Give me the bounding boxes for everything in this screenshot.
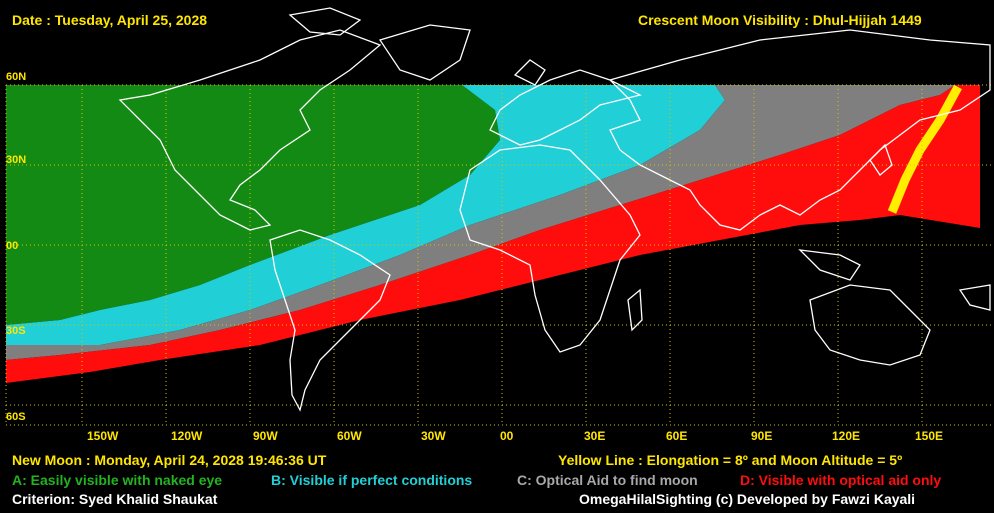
lat-label-30n: 30N	[6, 154, 27, 166]
lon-label-120e: 120E	[832, 429, 861, 443]
lon-label-90w: 90W	[253, 429, 278, 443]
criterion-label: Criterion: Syed Khalid Shaukat	[12, 491, 218, 507]
lon-label-150w: 150W	[87, 429, 119, 443]
lon-label-60w: 60W	[337, 429, 362, 443]
lon-label-150e: 150E	[915, 429, 944, 443]
coastlines	[118, 7, 991, 412]
credit-label: OmegaHilalSighting (c) Developed by Fawz…	[579, 491, 916, 507]
date-label: Date : Tuesday, April 25, 2028	[12, 12, 208, 28]
lon-label-30w: 30W	[421, 429, 446, 443]
zone-d-red	[6, 85, 980, 383]
map-title: Crescent Moon Visibility : Dhul-Hijjah 1…	[638, 12, 922, 28]
zone-a-green	[6, 85, 500, 325]
lon-label-120w: 120W	[171, 429, 203, 443]
zone-b-cyan	[6, 85, 725, 345]
yellow-line	[887, 84, 962, 214]
legend-c: C: Optical Aid to find moon	[517, 472, 698, 488]
lat-label-60s: 60S	[6, 411, 26, 423]
lon-label-30e: 30E	[584, 429, 606, 443]
lat-label-00: 00	[6, 240, 19, 252]
new-moon-label: New Moon : Monday, April 24, 2028 19:46:…	[12, 452, 327, 468]
legend-a: A: Easily visible with naked eye	[12, 472, 223, 488]
lon-label-90e: 90E	[751, 429, 773, 443]
zone-c-gray	[6, 85, 955, 360]
grid-lines	[5, 84, 994, 426]
lat-label-30s: 30S	[6, 325, 26, 337]
yellow-line-label: Yellow Line : Elongation = 8º and Moon A…	[558, 452, 903, 468]
legend-b: B: Visible if perfect conditions	[271, 472, 473, 488]
lon-label-60e: 60E	[666, 429, 688, 443]
lon-label-00: 00	[500, 429, 514, 443]
legend-d: D: Visible with optical aid only	[740, 472, 942, 488]
lat-label-60n: 60N	[6, 71, 27, 83]
